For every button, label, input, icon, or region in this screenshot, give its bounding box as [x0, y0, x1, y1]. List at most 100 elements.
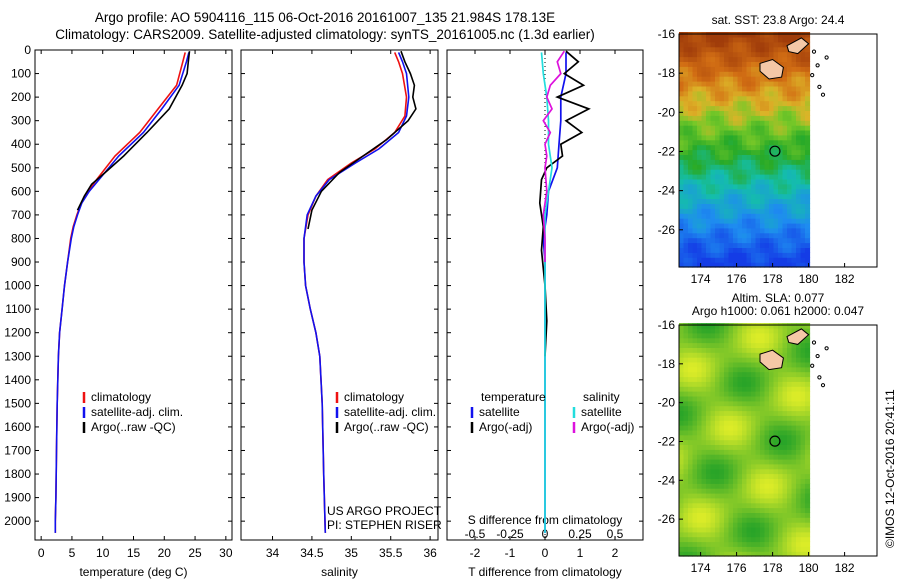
climatology-header: Climatology: CARS2009. Satellite-adjuste…	[55, 27, 595, 42]
x-tick-label: 0	[38, 546, 45, 560]
islet-marker	[824, 346, 829, 351]
map-x-tick-label: 180	[799, 272, 819, 286]
island-shape	[759, 58, 784, 80]
y-tick-label: 1700	[4, 443, 31, 457]
islet-marker	[817, 84, 822, 89]
sst_map-title: sat. SST: 23.8 Argo: 24.4	[712, 13, 845, 27]
y-tick-label: 600	[11, 184, 31, 198]
map-y-tick-label: -26	[658, 512, 676, 526]
y-tick-label: 400	[11, 137, 31, 151]
difference-line-3	[542, 50, 566, 262]
difference-line-2	[540, 52, 553, 533]
diff-legend-left-label: satellite	[479, 405, 520, 419]
islet-marker	[820, 92, 826, 97]
pi-annotation: PI: STEPHEN RISER	[327, 518, 442, 532]
argo-position-marker	[769, 145, 781, 157]
temperature-line-0	[54, 52, 186, 533]
islet-marker	[811, 340, 817, 345]
sla_map-title: Altim. SLA: 0.077	[732, 291, 825, 305]
x-tick-label: 36	[423, 546, 437, 560]
islet-marker	[815, 63, 820, 68]
s-tick-label: 0.25	[568, 527, 592, 541]
temperature-panel	[34, 49, 233, 541]
diff-legend-right-title: salinity	[583, 390, 620, 404]
map-y-tick-label: -22	[658, 434, 676, 448]
x-tick-label: 34.5	[300, 546, 324, 560]
x-tick-label: 10	[96, 546, 110, 560]
t-diff-label: T difference from climatology	[468, 565, 622, 579]
argo-position-marker	[769, 435, 781, 447]
islet-marker	[810, 73, 815, 78]
map-x-tick-label: 182	[835, 561, 855, 575]
temp-legend-label: climatology	[91, 390, 151, 404]
island-shape	[786, 37, 810, 55]
difference-line-0	[542, 52, 567, 533]
map-y-tick-label: -22	[658, 144, 676, 158]
x-tick-label: 15	[127, 546, 141, 560]
x-tick-label: 35.5	[379, 546, 403, 560]
map-y-tick-label: -18	[658, 66, 676, 80]
y-tick-label: 800	[11, 231, 31, 245]
temperature-line-2	[76, 51, 191, 211]
sal-legend-label: satellite-adj. clim.	[344, 405, 436, 419]
sal-legend-label: Argo(..raw -QC)	[344, 420, 429, 434]
diff-legend-left-label: Argo(-adj)	[479, 420, 532, 434]
x-tick-label: 20	[158, 546, 172, 560]
islet-marker	[817, 375, 822, 380]
sst_map-frame	[678, 33, 878, 268]
x-tick-label: 25	[188, 546, 202, 560]
x-tick-label: 35	[345, 546, 359, 560]
sla_map-subtitle: Argo h1000: 0.061 h2000: 0.047	[692, 304, 864, 318]
y-tick-label: 1000	[4, 279, 31, 293]
y-tick-label: 1200	[4, 326, 31, 340]
y-tick-label: 2000	[4, 514, 31, 528]
x-tick-label: 2	[612, 546, 619, 560]
y-tick-label: 1300	[4, 349, 31, 363]
temperature-xlabel: temperature (deg C)	[79, 565, 187, 579]
x-tick-label: 34	[266, 546, 280, 560]
y-tick-label: 900	[11, 255, 31, 269]
map-y-tick-label: -20	[658, 105, 676, 119]
map-y-tick-label: -18	[658, 357, 676, 371]
islet-marker	[810, 363, 815, 368]
diff-legend-right-label: satellite	[581, 405, 622, 419]
x-tick-label: -2	[470, 546, 481, 560]
s-tick-label: 0	[542, 527, 549, 541]
s-tick-label: -0.5	[465, 527, 486, 541]
islet-marker	[824, 55, 829, 60]
islet-marker	[820, 383, 826, 388]
sla_map-field	[679, 323, 811, 557]
y-tick-label: 1900	[4, 491, 31, 505]
sla_map-frame	[678, 324, 878, 557]
diff-legend-left-title: temperature	[481, 390, 546, 404]
island-shape	[759, 349, 784, 371]
salinity-line-1	[303, 52, 410, 533]
map-x-tick-label: 176	[727, 561, 747, 575]
y-tick-label: 300	[11, 114, 31, 128]
y-tick-label: 1400	[4, 373, 31, 387]
map-x-tick-label: 174	[691, 272, 711, 286]
project-annotation: US ARGO PROJECT	[327, 504, 442, 518]
y-tick-label: 1500	[4, 396, 31, 410]
diff-legend-right-label: Argo(-adj)	[581, 420, 634, 434]
map-x-tick-label: 178	[763, 561, 783, 575]
sal-legend-label: climatology	[344, 390, 404, 404]
map-x-tick-label: 178	[763, 272, 783, 286]
temp-legend-label: Argo(..raw -QC)	[91, 420, 176, 434]
s-tick-label: 0.5	[607, 527, 624, 541]
map-x-tick-label: 176	[727, 272, 747, 286]
map-y-tick-label: -20	[658, 396, 676, 410]
map-y-tick-label: -24	[658, 473, 676, 487]
x-tick-label: -1	[505, 546, 516, 560]
sst_map-field	[679, 32, 811, 268]
y-tick-label: 1800	[4, 467, 31, 481]
salinity-xlabel: salinity	[321, 565, 358, 579]
salinity-line-0	[303, 52, 408, 533]
s-tick-label: -0.25	[496, 527, 524, 541]
y-tick-label: 500	[11, 161, 31, 175]
x-tick-label: 30	[219, 546, 233, 560]
y-tick-label: 1600	[4, 420, 31, 434]
salinity-panel	[240, 49, 439, 541]
x-tick-label: 5	[69, 546, 76, 560]
